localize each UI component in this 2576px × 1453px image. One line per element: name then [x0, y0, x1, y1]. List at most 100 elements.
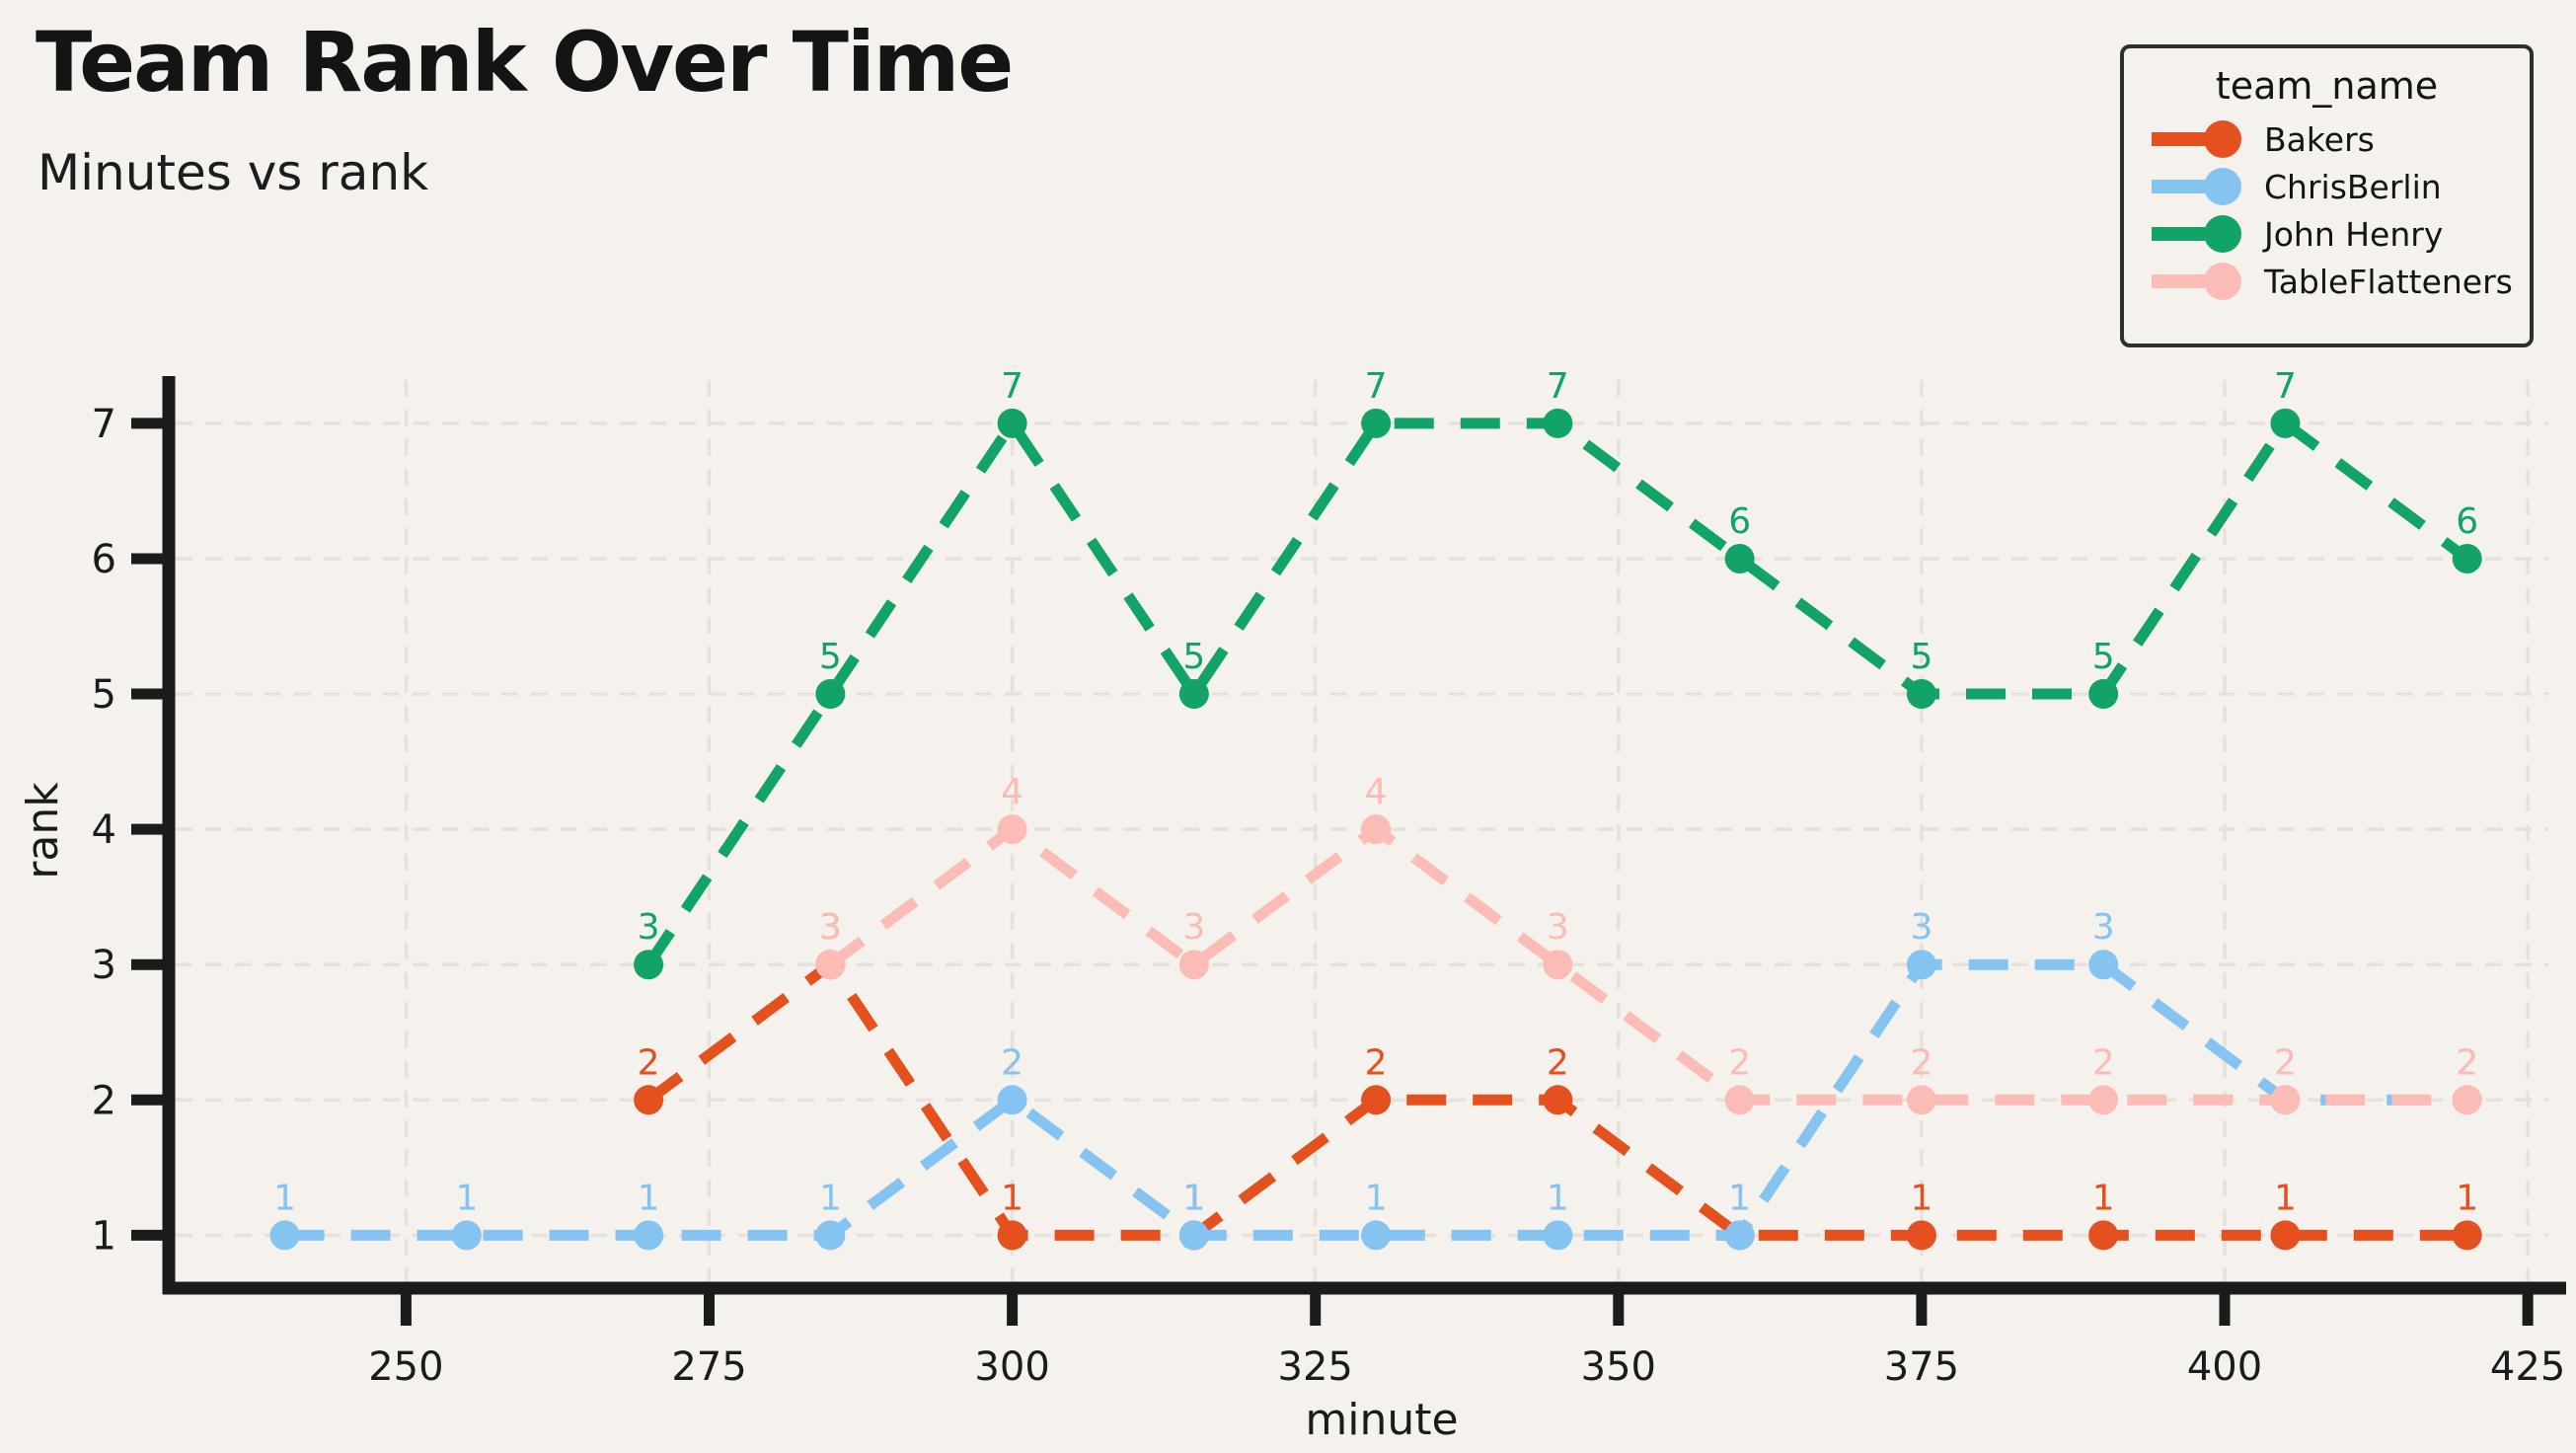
data-point-label: 4 [1365, 772, 1388, 812]
data-point-label: 3 [2092, 907, 2115, 948]
data-point-label: 1 [2456, 1178, 2478, 1218]
legend-label: Bakers [2264, 119, 2375, 159]
legend: team_name Bakers ChrisBerlin John Henry Tab… [2120, 44, 2534, 347]
legend-item-chrisberlin: ChrisBerlin [2124, 163, 2530, 210]
data-point [815, 950, 846, 980]
data-point-label: 3 [638, 907, 660, 948]
x-tick-label: 400 [2187, 1344, 2262, 1390]
data-point-label: 2 [2274, 1042, 2297, 1083]
x-tick-label: 325 [1278, 1344, 1353, 1390]
data-point [2452, 543, 2482, 574]
data-point [1906, 950, 1936, 980]
data-point [997, 814, 1027, 845]
data-point [2088, 950, 2119, 980]
y-axis-label: rank [18, 782, 68, 879]
y-tick-label: 1 [92, 1213, 116, 1259]
data-point [2088, 679, 2119, 710]
legend-label: ChrisBerlin [2264, 167, 2442, 206]
y-tick-label: 4 [92, 807, 116, 853]
x-tick-label: 425 [2490, 1344, 2565, 1390]
data-point [1906, 679, 1936, 710]
legend-key-icon [2152, 215, 2241, 253]
data-point [1543, 408, 1573, 438]
data-point [1361, 814, 1392, 845]
data-point [997, 1085, 1027, 1115]
data-point-label: 2 [1001, 1042, 1023, 1083]
data-point-label: 3 [1182, 907, 1205, 948]
data-point [2452, 1085, 2482, 1115]
chart-subtitle: Minutes vs rank [38, 144, 429, 201]
legend-items: Bakers ChrisBerlin John Henry TableFlattene… [2124, 115, 2530, 305]
data-point-label: 2 [1547, 1042, 1569, 1083]
data-point-label: 1 [1182, 1178, 1205, 1218]
data-point [1361, 408, 1392, 438]
data-point [269, 1220, 300, 1251]
y-tick-label: 7 [92, 402, 116, 447]
data-point-label: 1 [455, 1178, 478, 1218]
data-point-label: 2 [2456, 1042, 2478, 1083]
legend-label: TableFlatteners [2264, 262, 2513, 301]
data-point-label: 7 [2274, 366, 2297, 407]
data-point [634, 1085, 664, 1115]
legend-key-icon [2152, 168, 2241, 205]
data-point [451, 1220, 482, 1251]
data-point-label: 7 [1547, 366, 1569, 407]
data-point-label: 2 [1728, 1042, 1751, 1083]
data-point-label: 2 [1365, 1042, 1388, 1083]
x-tick-label: 375 [1884, 1344, 1959, 1390]
data-point-label: 1 [1182, 1178, 1205, 1218]
data-point-label: 2 [2274, 1042, 2297, 1083]
data-point [1724, 1085, 1755, 1115]
y-tick-label: 5 [92, 672, 116, 718]
data-point-label: 2 [638, 1042, 660, 1083]
series-line-TableFlatteners [827, 822, 2467, 1106]
data-point-label: 6 [1728, 501, 1751, 542]
x-axis-label: minute [1305, 1395, 1458, 1445]
data-point-label: 1 [2274, 1178, 2297, 1218]
legend-item-bakers: Bakers [2124, 115, 2530, 163]
x-tick-label: 300 [974, 1344, 1049, 1390]
data-point [997, 408, 1027, 438]
data-point-label: 3 [1910, 907, 1932, 948]
data-point [2270, 1220, 2301, 1251]
data-point [1178, 1220, 1209, 1251]
data-point-label: 7 [1001, 366, 1023, 407]
legend-item-tableflatteners: TableFlatteners [2124, 258, 2530, 305]
data-point [1724, 543, 1755, 574]
data-point-label: 7 [1365, 366, 1388, 407]
data-point [1361, 1220, 1392, 1251]
data-point [1178, 950, 1209, 980]
data-point [1543, 1085, 1573, 1115]
data-point [2270, 1085, 2301, 1115]
data-point [815, 1220, 846, 1251]
y-tick-label: 2 [92, 1078, 116, 1123]
x-tick-label: 250 [368, 1344, 443, 1390]
data-point [997, 1220, 1027, 1251]
data-point [1724, 1220, 1755, 1251]
data-point [634, 1220, 664, 1251]
data-point-label: 1 [819, 1178, 842, 1218]
data-point-label: 5 [2092, 637, 2115, 677]
legend-item-john-henry: John Henry [2124, 210, 2530, 258]
data-point-label: 1 [1728, 1178, 1751, 1218]
data-point [1906, 1085, 1936, 1115]
data-point-label: 1 [273, 1178, 296, 1218]
y-tick-label: 6 [92, 537, 116, 582]
x-tick-label: 275 [671, 1344, 746, 1390]
data-point-label: 2 [2456, 1042, 2478, 1083]
data-point-label: 1 [1728, 1178, 1751, 1218]
data-point-label: 5 [1182, 637, 1205, 677]
data-point-label: 1 [1365, 1178, 1388, 1218]
y-tick-label: 3 [92, 943, 116, 988]
data-point-label: 1 [1910, 1178, 1932, 1218]
data-point-label: 1 [1547, 1178, 1569, 1218]
data-point [2452, 1220, 2482, 1251]
legend-label: John Henry [2264, 214, 2444, 254]
data-point [2088, 1220, 2119, 1251]
data-point-label: 5 [1910, 637, 1932, 677]
data-point [1361, 1085, 1392, 1115]
data-point [634, 950, 664, 980]
data-point-label: 2 [1910, 1042, 1932, 1083]
data-point [2270, 408, 2301, 438]
